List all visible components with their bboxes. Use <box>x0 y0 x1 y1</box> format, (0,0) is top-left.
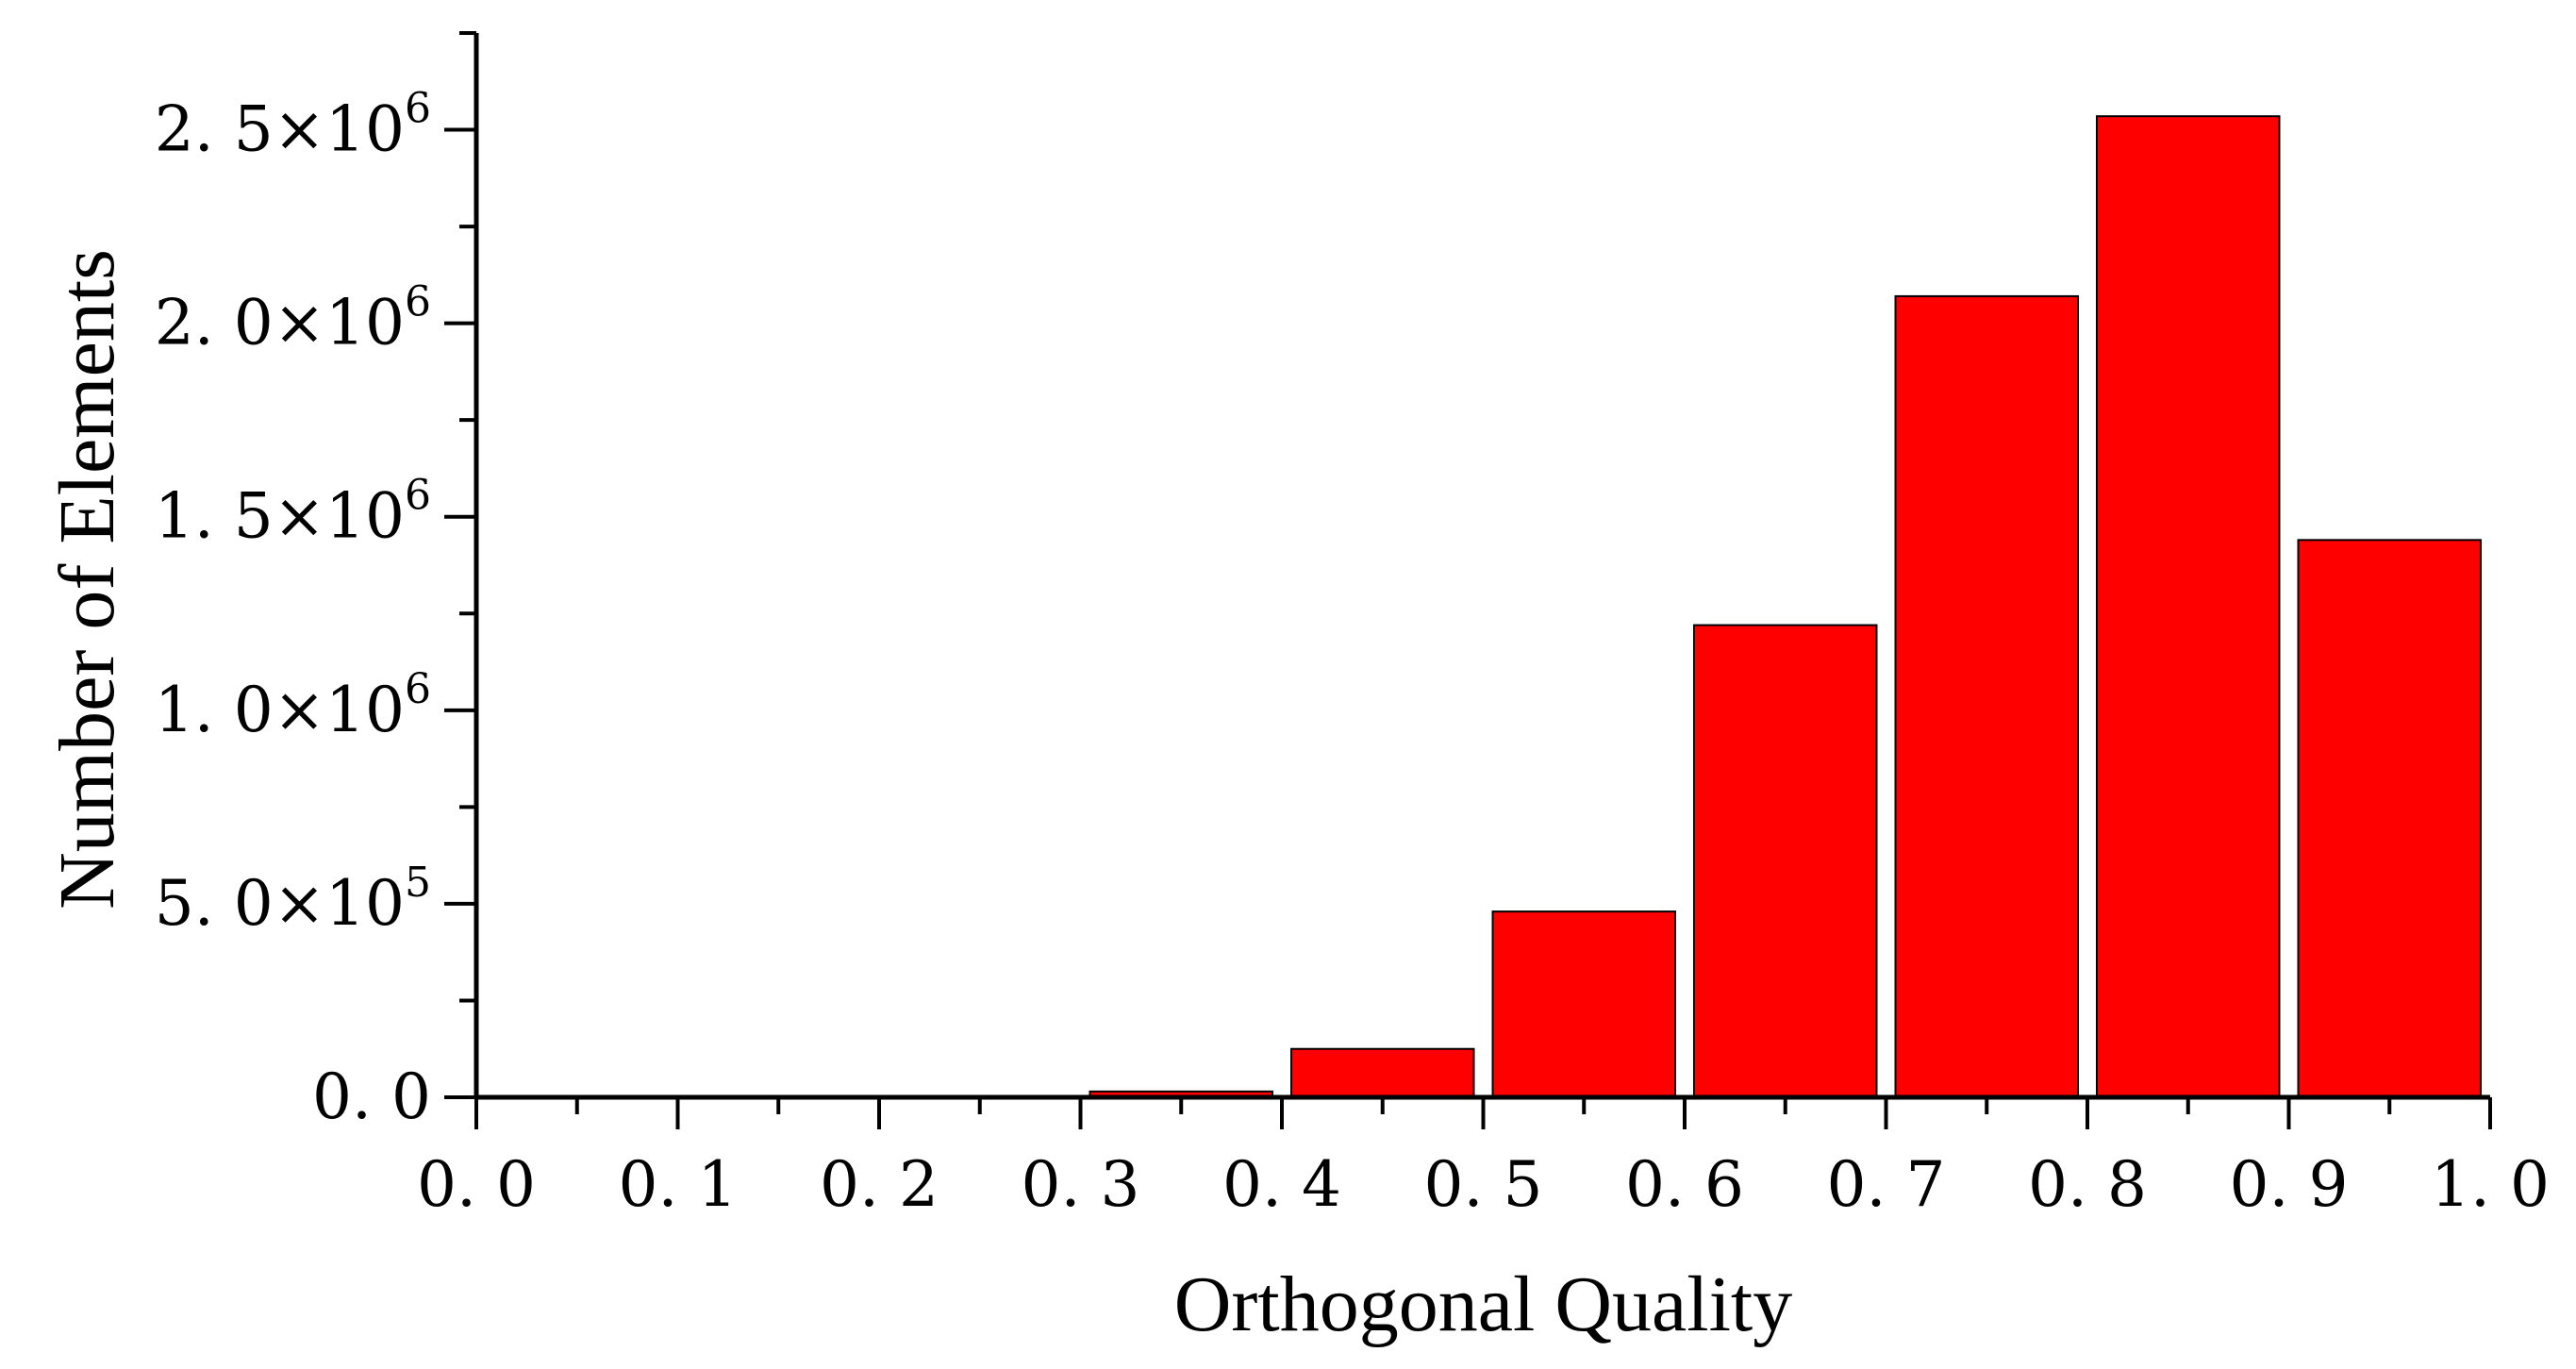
x-tick-label: 0. 4 <box>1222 1148 1341 1221</box>
x-tick-label: 0. 9 <box>2230 1148 2349 1221</box>
y-axis-title: Number of Elements <box>43 249 131 910</box>
x-tick-label: 0. 8 <box>2028 1148 2147 1221</box>
x-tick-label: 1. 0 <box>2431 1148 2550 1221</box>
x-tick-label: 0. 2 <box>820 1148 939 1221</box>
x-ticks-group: 0. 0 0. 1 0. 2 0. 3 0. 4 0. 5 0. 6 0. 7 0. 8 0. 9… <box>417 1097 2550 1221</box>
bar-4 <box>1290 1047 1475 1099</box>
bar-9 <box>2297 539 2482 1098</box>
x-tick-label: 0. 5 <box>1424 1148 1543 1221</box>
y-tick-label: 2. 5×106 <box>155 85 431 166</box>
y-tick-label: 1. 0×106 <box>155 665 431 746</box>
x-tick-label: 0. 3 <box>1022 1148 1140 1221</box>
bar-5 <box>1491 910 1676 1098</box>
bar-7 <box>1894 294 2079 1098</box>
bar-6 <box>1693 624 1878 1098</box>
x-tick-label: 0. 7 <box>1827 1148 1946 1221</box>
y-tick-label: 1. 5×106 <box>155 472 431 553</box>
bar-8 <box>2096 115 2281 1099</box>
y-tick-label: 2. 0×106 <box>155 278 431 359</box>
bars-group <box>888 115 2482 1099</box>
x-tick-label: 0. 0 <box>417 1148 536 1221</box>
x-tick-label: 0. 1 <box>619 1148 738 1221</box>
y-ticks-group: 0. 0 5. 0×105 1. 0×106 1. 5×106 2. 0×106 2. 5… <box>155 31 476 1133</box>
y-tick-label: 0. 0 <box>312 1060 431 1133</box>
y-tick-label: 5. 0×105 <box>155 859 431 940</box>
x-tick-label: 0. 6 <box>1625 1148 1744 1221</box>
x-axis-title: Orthogonal Quality <box>1174 1260 1793 1348</box>
